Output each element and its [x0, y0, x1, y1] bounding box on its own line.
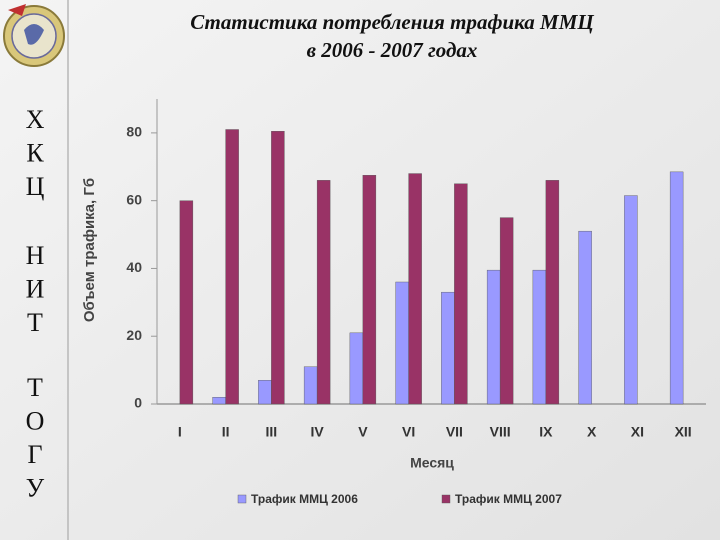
x-tick-label: VII [446, 424, 463, 440]
legend-label: Трафик ММЦ 2007 [455, 492, 562, 506]
sidebar-letter: Ц [26, 172, 45, 201]
x-tick-label: V [358, 424, 368, 440]
legend-label: Трафик ММЦ 2006 [251, 492, 358, 506]
x-tick-label: X [587, 424, 597, 440]
x-tick-label: IX [539, 424, 553, 440]
chart-title: Статистика потребления трафика ММЦ [190, 10, 594, 34]
bar [545, 180, 560, 405]
legend-swatch [441, 494, 451, 504]
x-tick-label: XI [631, 424, 644, 440]
bar [624, 195, 638, 405]
sidebar-letter: Т [27, 373, 43, 402]
x-tick-label: XII [675, 424, 692, 440]
logo [3, 4, 65, 67]
bar [271, 130, 285, 405]
sidebar-letter: И [26, 274, 45, 303]
y-tick-label: 80 [126, 124, 142, 140]
y-tick-label: 60 [126, 191, 142, 207]
bar [179, 200, 194, 405]
x-axis-title: Месяц [410, 455, 454, 471]
bar [258, 380, 272, 405]
sidebar-letter: Г [27, 440, 42, 469]
chart-subtitle: в 2006 - 2007 годах [307, 38, 478, 62]
bar [486, 269, 501, 405]
bar [225, 129, 239, 405]
bar [499, 217, 514, 405]
y-tick-label: 20 [126, 327, 142, 343]
x-tick-label: I [178, 424, 182, 440]
sidebar-letter: Х [26, 105, 45, 134]
x-tick-label: II [222, 424, 230, 440]
bar [316, 180, 331, 405]
bar [578, 230, 592, 405]
bar [408, 173, 422, 405]
sidebar-letter: Т [27, 308, 43, 337]
x-tick-label: VIII [490, 424, 511, 440]
sidebar-letter: О [26, 406, 45, 435]
bar [349, 332, 364, 405]
legend-swatch [237, 494, 247, 504]
bar [532, 269, 547, 405]
y-axis-title: Объем трафика, Гб [81, 178, 98, 322]
bar [303, 366, 318, 405]
sidebar-letter: У [26, 473, 45, 502]
x-tick-label: III [266, 424, 278, 440]
bar [362, 175, 377, 405]
bar [212, 397, 226, 405]
bar [395, 281, 409, 405]
y-tick-label: 40 [126, 259, 142, 275]
x-tick-label: VI [402, 424, 415, 440]
bar [454, 183, 468, 405]
x-tick-label: IV [311, 424, 325, 440]
bar [669, 171, 684, 405]
y-tick-label: 0 [134, 395, 142, 411]
bar [441, 291, 455, 405]
sidebar-letter: К [26, 138, 44, 167]
sidebar-letter: Н [26, 241, 45, 270]
